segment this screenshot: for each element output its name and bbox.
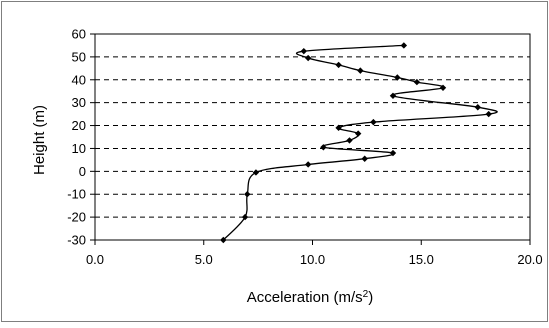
data-point-diamond [300, 47, 307, 55]
data-point-diamond [485, 110, 492, 118]
data-point-diamond [400, 42, 408, 49]
series-layer [220, 42, 498, 244]
data-point-diamond [439, 84, 447, 91]
y-tick-label: 30 [72, 95, 86, 110]
y-tick-label: -20 [67, 210, 86, 225]
y-tick-labels: -30 -20 -10 0 10 20 30 40 50 60 [67, 27, 86, 248]
data-point-diamond [474, 104, 481, 111]
data-point-diamond [335, 124, 342, 132]
data-point-diamond [357, 67, 364, 74]
x-tick-label: 20.0 [517, 252, 542, 267]
y-tick-label: 20 [72, 118, 86, 133]
y-tick-label: 0 [79, 164, 86, 179]
data-point-diamond [354, 130, 362, 137]
chart-outer-border [1, 1, 548, 322]
series-line [222, 44, 498, 241]
data-point-diamond [304, 161, 312, 168]
y-tick-label: 40 [72, 72, 86, 87]
data-point-diamond [389, 92, 397, 99]
data-point-diamond [370, 118, 377, 126]
y-tick-label: 10 [72, 141, 86, 156]
data-point-diamond [394, 74, 401, 81]
data-point-diamond [413, 78, 421, 86]
y-axis-title: Height (m) [31, 105, 48, 175]
data-point-diamond [389, 149, 397, 157]
tick-marks [90, 33, 531, 245]
data-point-diamond [335, 61, 342, 69]
data-point-diamond [346, 137, 353, 144]
x-tick-label: 15.0 [409, 252, 434, 267]
data-point-diamond [241, 213, 249, 221]
data-point-diamond [320, 144, 327, 151]
data-point-diamond [304, 54, 312, 62]
x-tick-label: 10.0 [300, 252, 325, 267]
x-axis-title-close: ) [368, 289, 373, 306]
x-tick-label: 5.0 [195, 252, 213, 267]
data-point-diamond [252, 169, 260, 176]
y-tick-label: -30 [67, 233, 86, 248]
data-point-diamond [220, 236, 227, 244]
x-tick-label: 0.0 [86, 252, 104, 267]
x-axis-title-main: Acceleration (m/s [247, 289, 363, 306]
x-tick-labels: 0.0 5.0 10.0 15.0 20.0 [86, 252, 543, 267]
gridlines [95, 56, 530, 218]
y-tick-label: 60 [72, 27, 86, 42]
y-tick-label: -10 [67, 187, 86, 202]
x-axis-title-superscript: 2 [363, 289, 369, 300]
x-axis-title: Acceleration (m/s2) [247, 289, 373, 307]
data-point-diamond [361, 155, 368, 162]
data-point-diamond [244, 191, 251, 198]
y-tick-label: 50 [72, 49, 86, 64]
